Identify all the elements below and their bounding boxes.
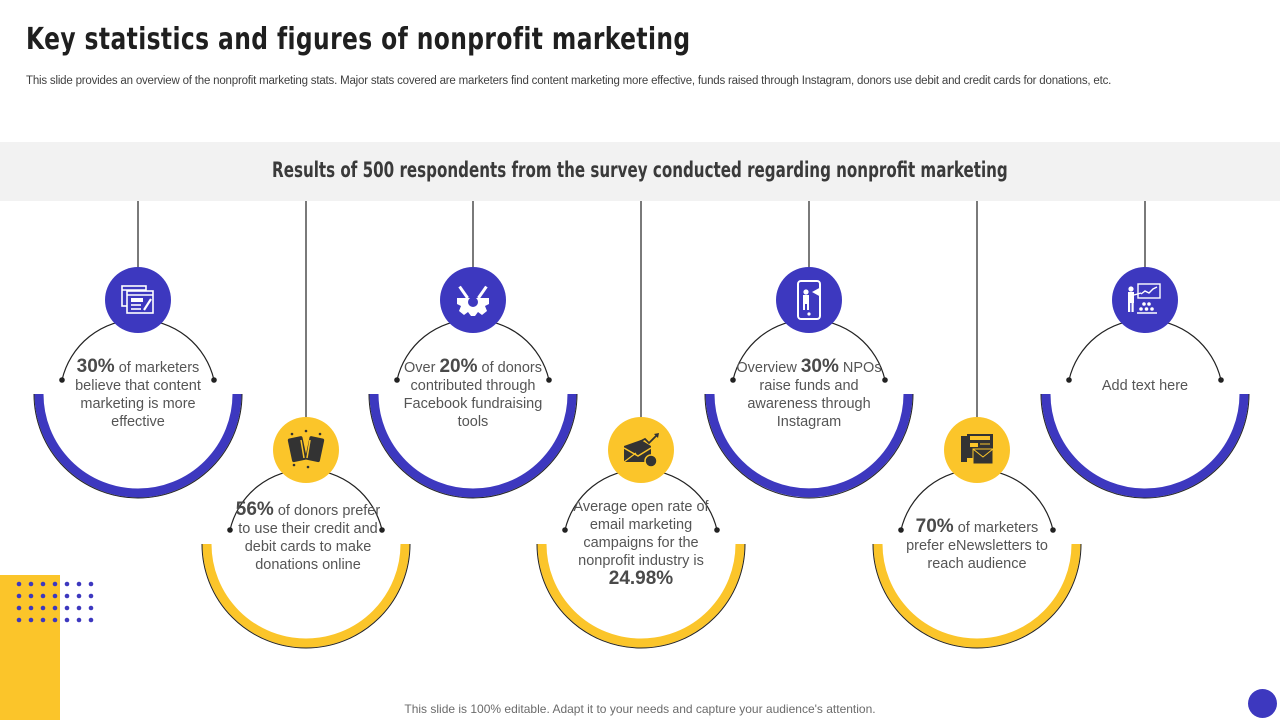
stat-node-3: [368, 201, 578, 499]
page-title: Key statistics and figures of nonprofit …: [26, 22, 691, 57]
email-growth-icon: [623, 433, 659, 468]
decorative-corner-dot: [1248, 689, 1277, 718]
stat-text-1: 30% of marketers believe that content ma…: [75, 356, 201, 430]
decorative-dot-grid: [16, 581, 94, 623]
presentation-icon: [1128, 283, 1161, 314]
stat-node-5: [704, 201, 914, 499]
content-marketing-icon: [121, 285, 154, 314]
stat-text-6: 70% of marketers prefer eNewsletters to …: [906, 516, 1048, 572]
stat-node-2: [201, 201, 411, 649]
decorative-yellow-block: [0, 575, 60, 720]
stat-node-1: [33, 201, 243, 499]
stat-text-2: 56% of donors prefer to use their credit…: [235, 499, 381, 573]
mobile-promotion-icon: [797, 280, 821, 320]
stat-node-7: [1040, 201, 1250, 499]
gear-tools-icon: [457, 285, 489, 316]
stat-text-7: Add text here: [1101, 378, 1189, 394]
stat-text-4: Average open rate of email marketing cam…: [573, 499, 709, 589]
stat-text-3: Over 20% of donors contributed through F…: [403, 356, 543, 430]
stat-text-5: Overview 30% NPOs raise funds and awaren…: [736, 356, 882, 430]
banner-heading: Results of 500 respondents from the surv…: [272, 158, 1008, 182]
newsletter-icon: [961, 434, 994, 465]
credit-cards-icon: [287, 429, 325, 469]
page-subtitle: This slide provides an overview of the n…: [26, 75, 1112, 87]
footer-note: This slide is 100% editable. Adapt it to…: [404, 702, 876, 716]
banner-band: [0, 142, 1280, 201]
